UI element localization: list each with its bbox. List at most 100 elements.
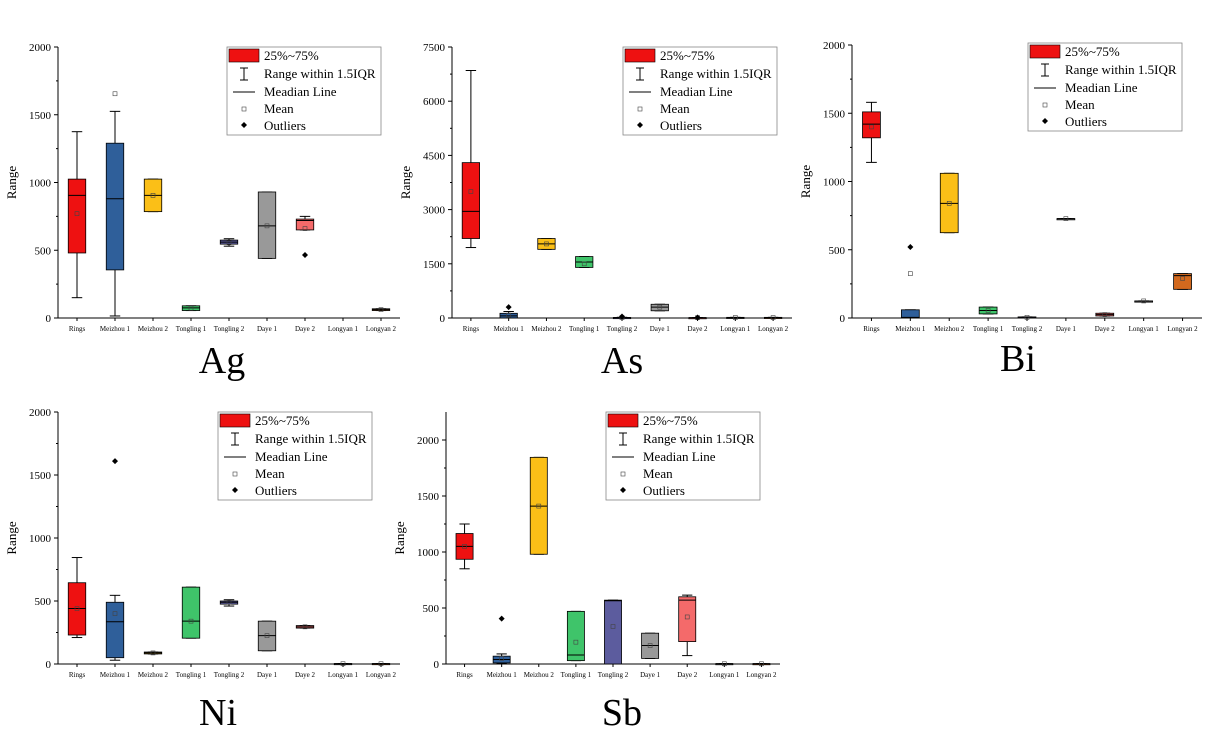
- mean-marker: [112, 611, 118, 616]
- box-rings: [67, 131, 87, 299]
- y-axis-label: Range: [4, 166, 19, 199]
- box-daye-1: [257, 191, 277, 259]
- mean-marker: [1102, 312, 1108, 317]
- legend-median-label: Meadian Line: [660, 84, 733, 99]
- mean-marker: [74, 211, 80, 216]
- box-tongling-2: [219, 238, 239, 247]
- legend-outlier-icon: [232, 487, 238, 493]
- mean-marker: [536, 503, 542, 509]
- mean-marker: [112, 91, 118, 97]
- box-longyan-1: [726, 315, 745, 320]
- x-tick-label: Tongling 2: [607, 325, 638, 333]
- box-tongling-1: [181, 586, 201, 639]
- legend-box-swatch: [228, 48, 260, 63]
- iqr-box: [900, 309, 920, 319]
- y-axis-label: Range: [4, 521, 19, 554]
- legend-outlier-icon: [1042, 118, 1048, 124]
- iqr-box: [461, 162, 480, 239]
- x-tick-label: Longyan 2: [366, 325, 397, 333]
- x-tick-label: Tongling 1: [973, 325, 1004, 333]
- iqr-box: [295, 218, 315, 231]
- box-daye-2: [678, 594, 697, 657]
- box-longyan-2: [371, 661, 391, 667]
- y-tick-label: 1500: [823, 108, 846, 120]
- x-tick-label: Tongling 2: [1012, 325, 1043, 333]
- outlier-point: [498, 615, 505, 622]
- mean-marker: [226, 240, 232, 246]
- x-tick-label: Meizhou 2: [524, 671, 555, 679]
- box-meizhou-1: [900, 244, 920, 319]
- chart-title: Ni: [199, 692, 237, 734]
- box-meizhou-2: [529, 456, 548, 555]
- iqr-box: [257, 191, 277, 259]
- y-tick-label: 1000: [29, 533, 52, 545]
- chart-panel-ni: 0 500 1000 1500 2000 Range Rings Meizhou 1 Meizh…: [4, 407, 400, 734]
- legend-outlier-icon: [620, 487, 626, 493]
- mean-marker: [150, 193, 156, 198]
- mean-marker: [302, 624, 308, 630]
- x-tick-label: Meizhou 1: [895, 325, 926, 333]
- iqr-box: [105, 142, 125, 271]
- x-tick-label: Longyan 2: [1167, 325, 1198, 333]
- box-tongling-1: [575, 256, 594, 268]
- iqr-box: [566, 610, 585, 662]
- mean-marker: [506, 312, 511, 318]
- box-meizhou-1: [105, 91, 125, 317]
- legend-box-label: 25%~75%: [1065, 44, 1120, 59]
- y-tick-label: 2000: [29, 42, 52, 54]
- mean-marker: [684, 614, 690, 620]
- y-tick-label: 7500: [423, 42, 446, 54]
- x-tick-label: Longyan 1: [328, 671, 359, 679]
- chart-panel-sb: 0 500 1000 1500 2000 Range Rings Meizhou 1 Meizh…: [392, 411, 780, 734]
- legend-whisker-label: Range within 1.5IQR: [643, 431, 755, 446]
- legend-box-swatch: [607, 413, 639, 428]
- x-tick-label: Tongling 1: [176, 671, 207, 679]
- legend: 25%~75% Range within 1.5IQR Meadian Line Me…: [217, 411, 373, 501]
- mean-marker: [1141, 298, 1146, 304]
- box-meizhou-2: [143, 178, 163, 213]
- y-tick-label: 2000: [823, 40, 846, 52]
- legend-median-label: Meadian Line: [255, 449, 328, 464]
- box-daye-2: [295, 215, 315, 258]
- mean-marker: [264, 223, 270, 229]
- x-tick-label: Rings: [863, 325, 880, 333]
- y-tick-label: 0: [840, 313, 846, 325]
- x-tick-label: Daye 1: [1056, 325, 1077, 333]
- legend-mean-label: Mean: [660, 101, 690, 116]
- mean-marker: [759, 661, 764, 667]
- box-tongling-1: [181, 305, 201, 312]
- legend-outlier-icon: [241, 122, 247, 128]
- x-tick-label: Longyan 1: [720, 325, 751, 333]
- mean-marker: [647, 643, 653, 648]
- y-axis-label: Range: [392, 521, 407, 554]
- legend-whisker-label: Range within 1.5IQR: [264, 66, 376, 81]
- y-tick-label: 1500: [417, 491, 440, 503]
- y-tick-label: 1000: [417, 547, 440, 559]
- y-tick-label: 1500: [423, 259, 446, 271]
- legend-mean-icon: [637, 106, 643, 112]
- legend-outlier-label: Outliers: [264, 118, 306, 133]
- box-longyan-1: [715, 661, 734, 667]
- mean-marker: [150, 650, 156, 656]
- box-meizhou-1: [492, 615, 511, 664]
- mean-marker: [264, 633, 270, 638]
- outlier-point: [619, 313, 625, 320]
- mean-marker: [1024, 315, 1030, 320]
- y-tick-label: 0: [440, 313, 446, 325]
- box-tongling-2: [604, 599, 622, 665]
- box-meizhou-1: [105, 458, 125, 661]
- x-tick-label: Tongling 1: [176, 325, 207, 333]
- x-tick-label: Longyan 1: [709, 671, 740, 679]
- chart-panel-bi: 0 500 1000 1500 2000 Range Rings Meizhou 1 Meizh…: [798, 40, 1202, 380]
- legend-mean-label: Mean: [1065, 97, 1095, 112]
- legend-outlier-label: Outliers: [255, 483, 297, 498]
- y-tick-label: 1500: [29, 110, 52, 122]
- legend-whisker-label: Range within 1.5IQR: [660, 66, 772, 81]
- x-tick-label: Tongling 2: [214, 325, 245, 333]
- y-tick-label: 3000: [423, 205, 446, 217]
- x-tick-label: Daye 1: [257, 325, 278, 333]
- legend-outlier-label: Outliers: [660, 118, 702, 133]
- outlier-point: [112, 458, 118, 465]
- legend-whisker-label: Range within 1.5IQR: [1065, 62, 1177, 77]
